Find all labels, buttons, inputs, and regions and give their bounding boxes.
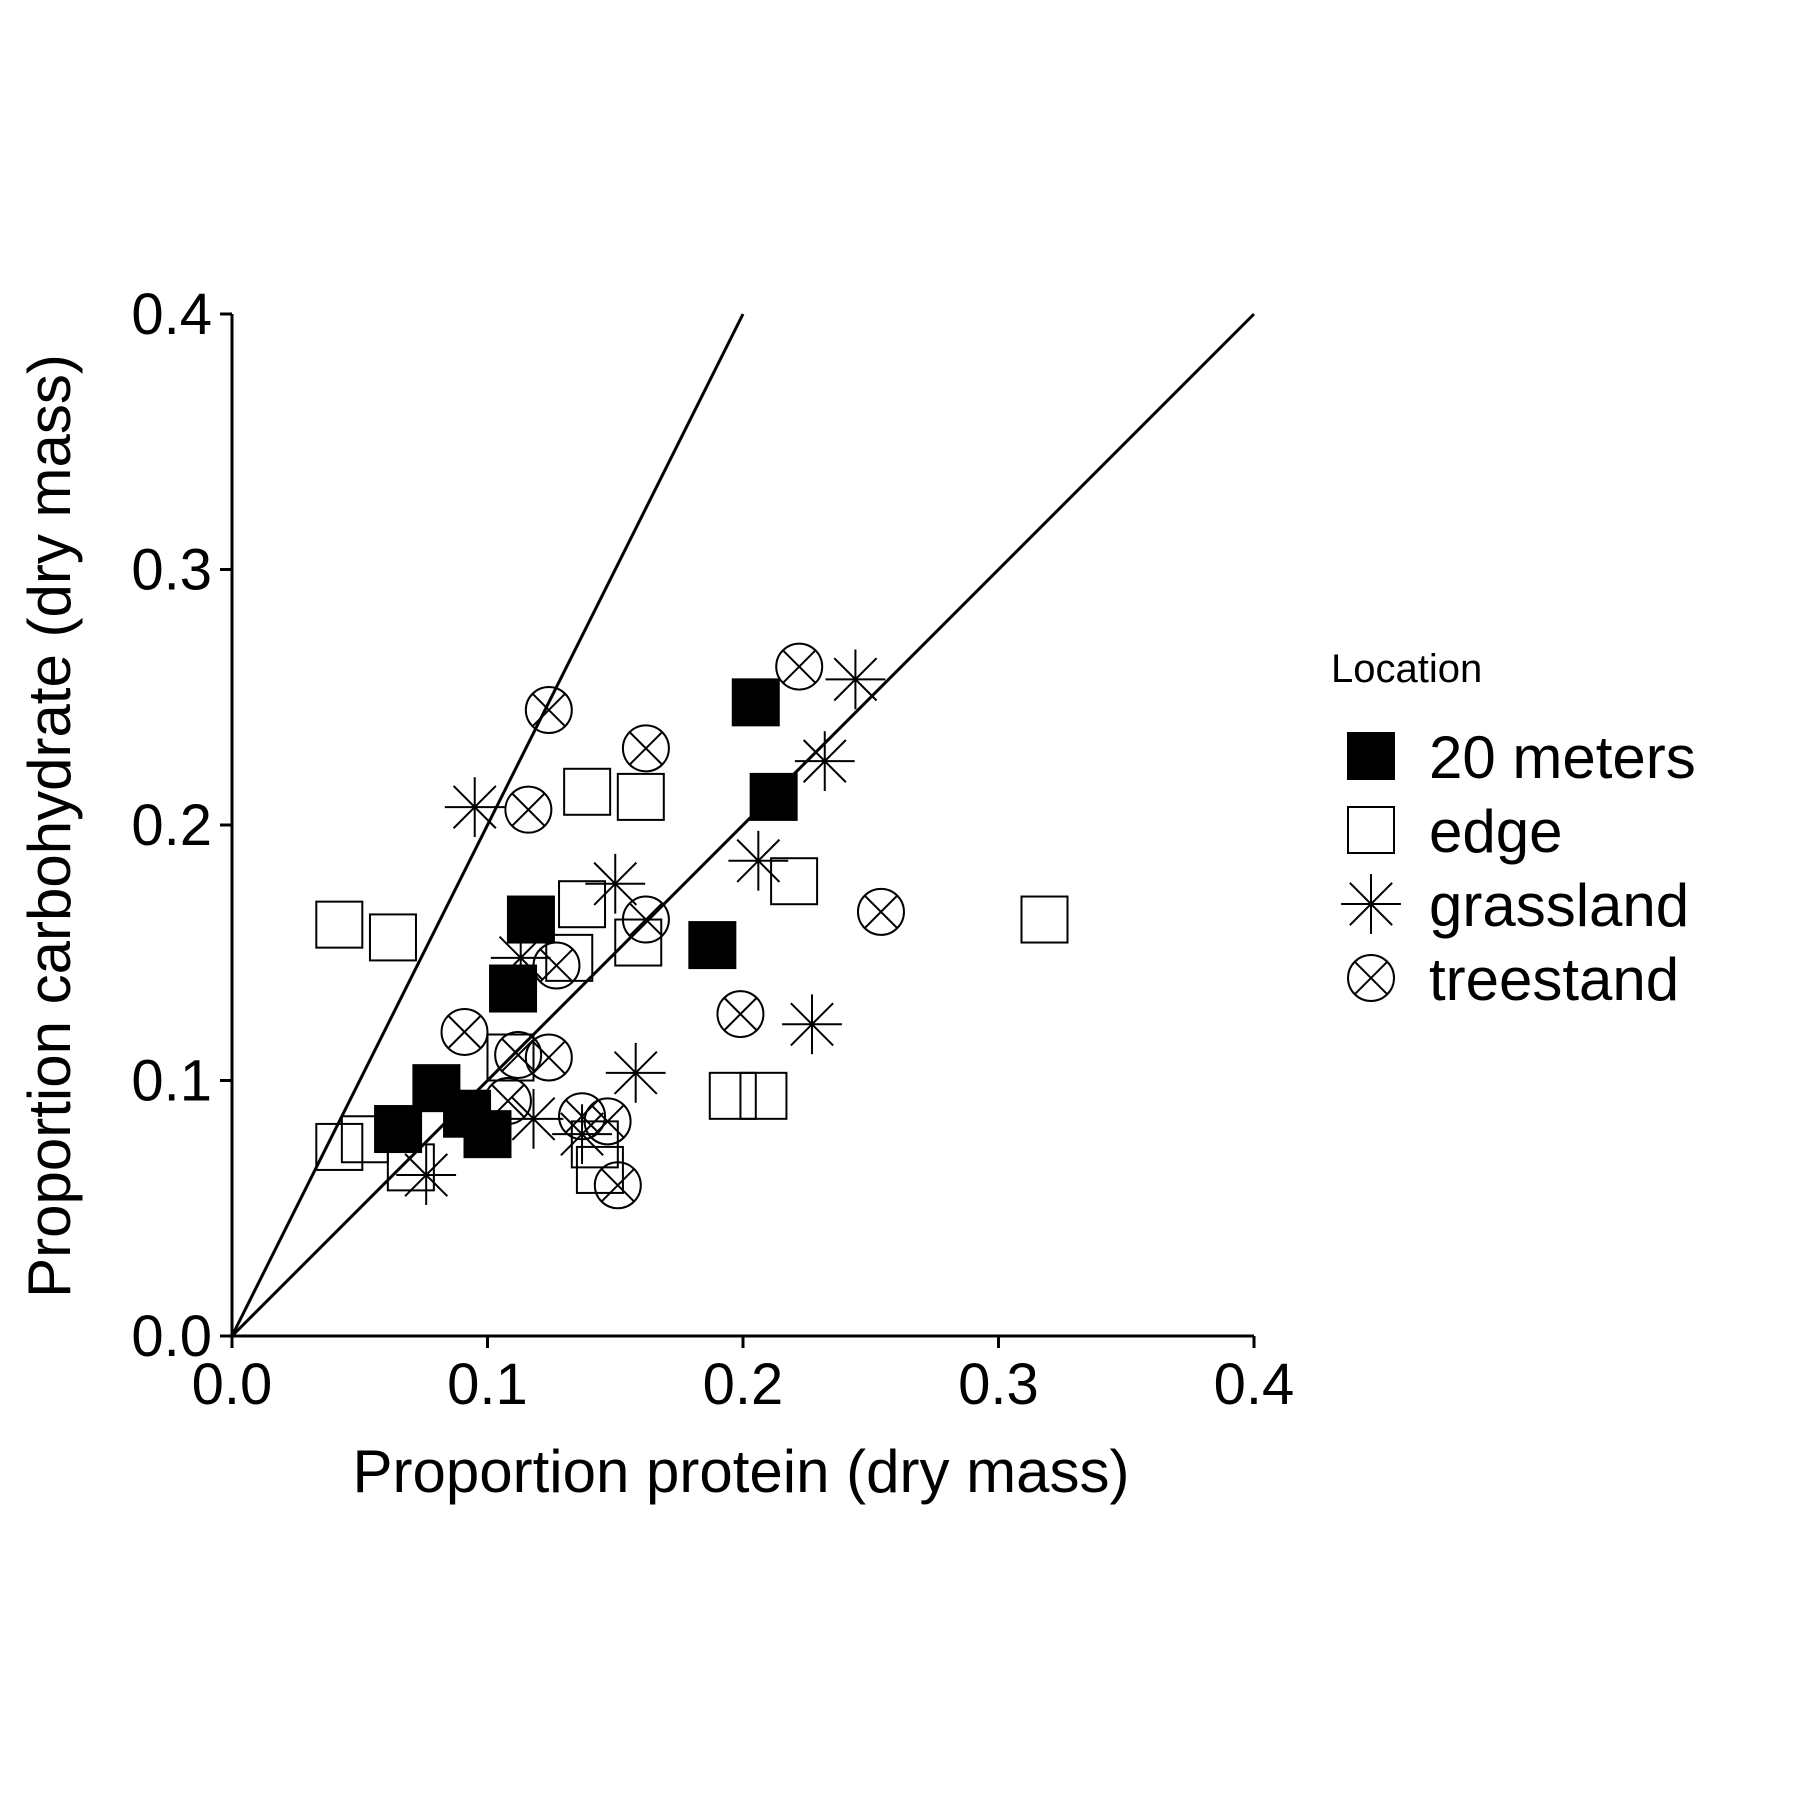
data-point	[368, 913, 417, 962]
data-point	[794, 731, 855, 792]
data-point	[688, 921, 737, 970]
data-point	[856, 887, 905, 936]
data-point	[593, 1161, 642, 1210]
data-point	[782, 994, 842, 1055]
legend-key-20-meters	[1347, 732, 1395, 780]
data-point	[825, 649, 886, 710]
data-point	[489, 964, 538, 1013]
series-edge	[315, 767, 1069, 1194]
legend-label: 20 meters	[1429, 724, 1696, 791]
data-point	[315, 1122, 364, 1171]
data-point	[775, 642, 824, 691]
data-point	[412, 1064, 461, 1113]
data-point	[504, 785, 553, 834]
legend-label: grassland	[1429, 872, 1689, 939]
data-point	[490, 927, 551, 988]
data-point	[440, 1007, 489, 1056]
x-axis-title: Proportion protein (dry mass)	[353, 1438, 1130, 1505]
data-point	[524, 1033, 573, 1082]
data-point	[585, 853, 646, 914]
data-point	[396, 1145, 457, 1205]
reference-line-slope-2	[230, 313, 745, 1337]
data-point	[503, 1088, 564, 1149]
data-point	[749, 772, 798, 821]
legend: Location 20 meters edge grassland treestand	[1331, 647, 1696, 1013]
data-point	[605, 1042, 666, 1103]
data-point	[486, 1033, 535, 1082]
x-tick-label: 0.2	[703, 1352, 784, 1417]
data-point	[483, 1076, 532, 1125]
data-point	[575, 1145, 624, 1194]
data-point	[1020, 895, 1069, 944]
data-point	[731, 678, 780, 727]
data-points	[315, 642, 1069, 1210]
data-point	[340, 1115, 389, 1164]
legend-title: Location	[1331, 647, 1482, 691]
data-point	[616, 772, 665, 821]
data-point	[716, 990, 765, 1039]
data-point	[621, 724, 670, 773]
data-point	[552, 1104, 612, 1165]
y-tick-label: 0.1	[131, 1049, 212, 1114]
data-point	[621, 895, 670, 944]
x-axis-ticks: 0.0 0.1 0.2 0.3 0.4	[192, 1336, 1295, 1417]
data-point	[558, 1092, 607, 1141]
data-point	[444, 777, 505, 838]
reference-line-slope-1	[230, 312, 1256, 1338]
legend-items: 20 meters edge grassland treestand	[1341, 724, 1696, 1013]
x-tick-label: 0.1	[447, 1352, 528, 1417]
y-tick-label: 0.3	[131, 538, 212, 603]
legend-key-edge	[1347, 806, 1395, 854]
y-tick-label: 0.0	[131, 1304, 212, 1369]
series-grassland	[396, 649, 886, 1205]
data-point	[524, 686, 573, 735]
x-tick-label: 0.4	[1214, 1352, 1295, 1417]
data-point	[463, 1110, 512, 1159]
data-point	[532, 941, 581, 990]
data-point	[708, 1071, 757, 1120]
series-treestand	[440, 642, 905, 1210]
data-point	[563, 767, 612, 816]
data-point	[770, 857, 819, 906]
reference-lines	[230, 312, 1256, 1338]
x-tick-label: 0.3	[958, 1352, 1039, 1417]
data-point	[558, 880, 607, 929]
legend-label: edge	[1429, 798, 1562, 865]
data-point	[739, 1071, 788, 1120]
y-tick-label: 0.4	[131, 282, 212, 347]
legend-label: treestand	[1429, 946, 1679, 1013]
data-point	[614, 918, 663, 967]
data-point	[728, 830, 789, 891]
data-point	[315, 900, 364, 949]
y-axis-ticks: 0.0 0.1 0.2 0.3 0.4	[131, 282, 232, 1369]
y-axis-title: Proportion carbohydrate (dry mass)	[16, 354, 83, 1298]
y-tick-label: 0.2	[131, 793, 212, 858]
legend-key-grassland	[1341, 874, 1401, 934]
data-point	[583, 1097, 632, 1146]
legend-key-treestand	[1347, 954, 1395, 1002]
x-tick-label: 0.0	[192, 1352, 273, 1417]
series-20-meters	[374, 678, 798, 1159]
axes: 0.0 0.1 0.2 0.3 0.4 0.0 0.1 0.2 0.3 0.4	[131, 282, 1294, 1417]
